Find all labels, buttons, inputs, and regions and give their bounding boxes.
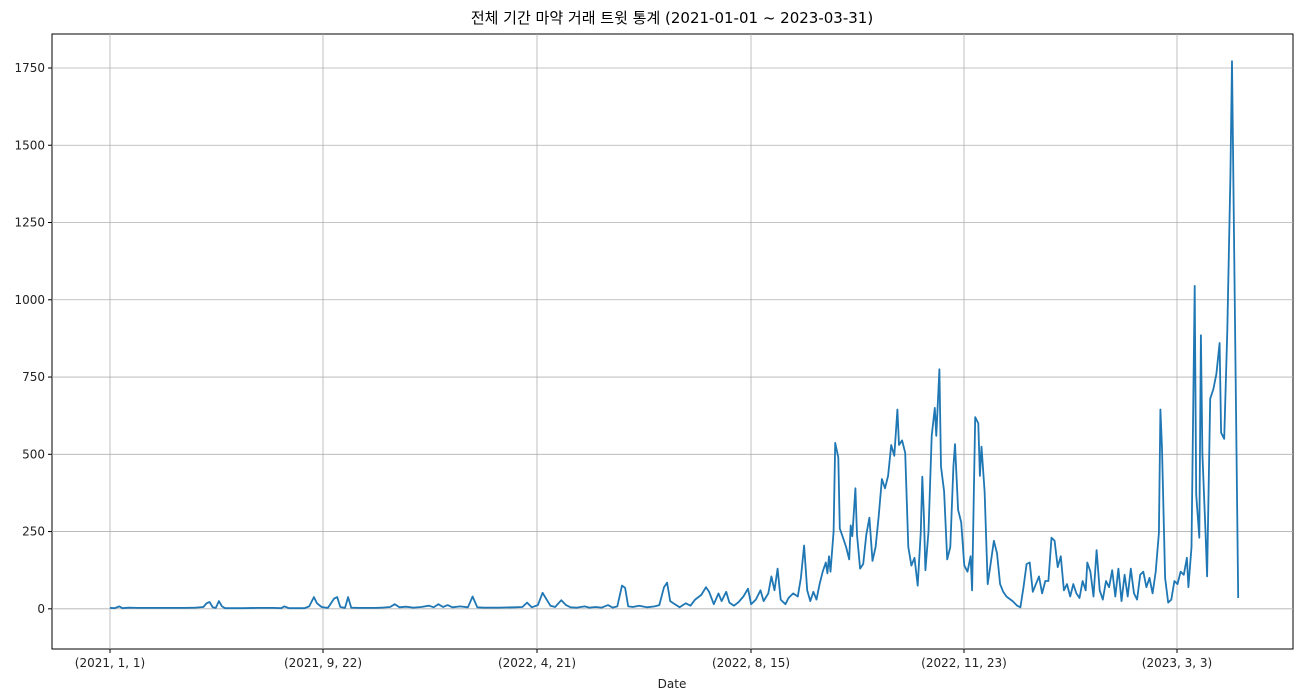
x-axis: (2021, 1, 1) (2021, 9, 22) (2022, 4, 21) (2…: [75, 649, 1212, 670]
grid: [52, 34, 1293, 649]
y-tick-label: 1750: [14, 61, 45, 75]
series-line: [109, 60, 1240, 610]
x-tick-label: (2022, 11, 23): [921, 656, 1007, 670]
y-tick-label: 500: [22, 447, 45, 461]
series-group: [109, 60, 1240, 610]
y-tick-label: 1250: [14, 216, 45, 230]
y-axis: 0 250 500 750 1000 1250 1500 1750: [14, 61, 52, 616]
y-tick-label: 750: [22, 370, 45, 384]
y-tick-label: 0: [37, 602, 45, 616]
x-axis-label: Date: [658, 677, 687, 691]
plot-frame: [51, 33, 1294, 650]
x-tick-label: (2022, 8, 15): [712, 656, 790, 670]
x-tick-label: (2021, 9, 22): [284, 656, 362, 670]
y-tick-label: 250: [22, 525, 45, 539]
y-tick-label: 1500: [14, 138, 45, 152]
x-tick-label: (2021, 1, 1): [75, 656, 145, 670]
x-tick-label: (2023, 3, 3): [1142, 656, 1212, 670]
y-tick-label: 1000: [14, 293, 45, 307]
chart-title: 전체 기간 마약 거래 트윗 통계 (2021-01-01 ~ 2023-03-…: [471, 9, 873, 27]
x-tick-label: (2022, 4, 21): [498, 656, 576, 670]
